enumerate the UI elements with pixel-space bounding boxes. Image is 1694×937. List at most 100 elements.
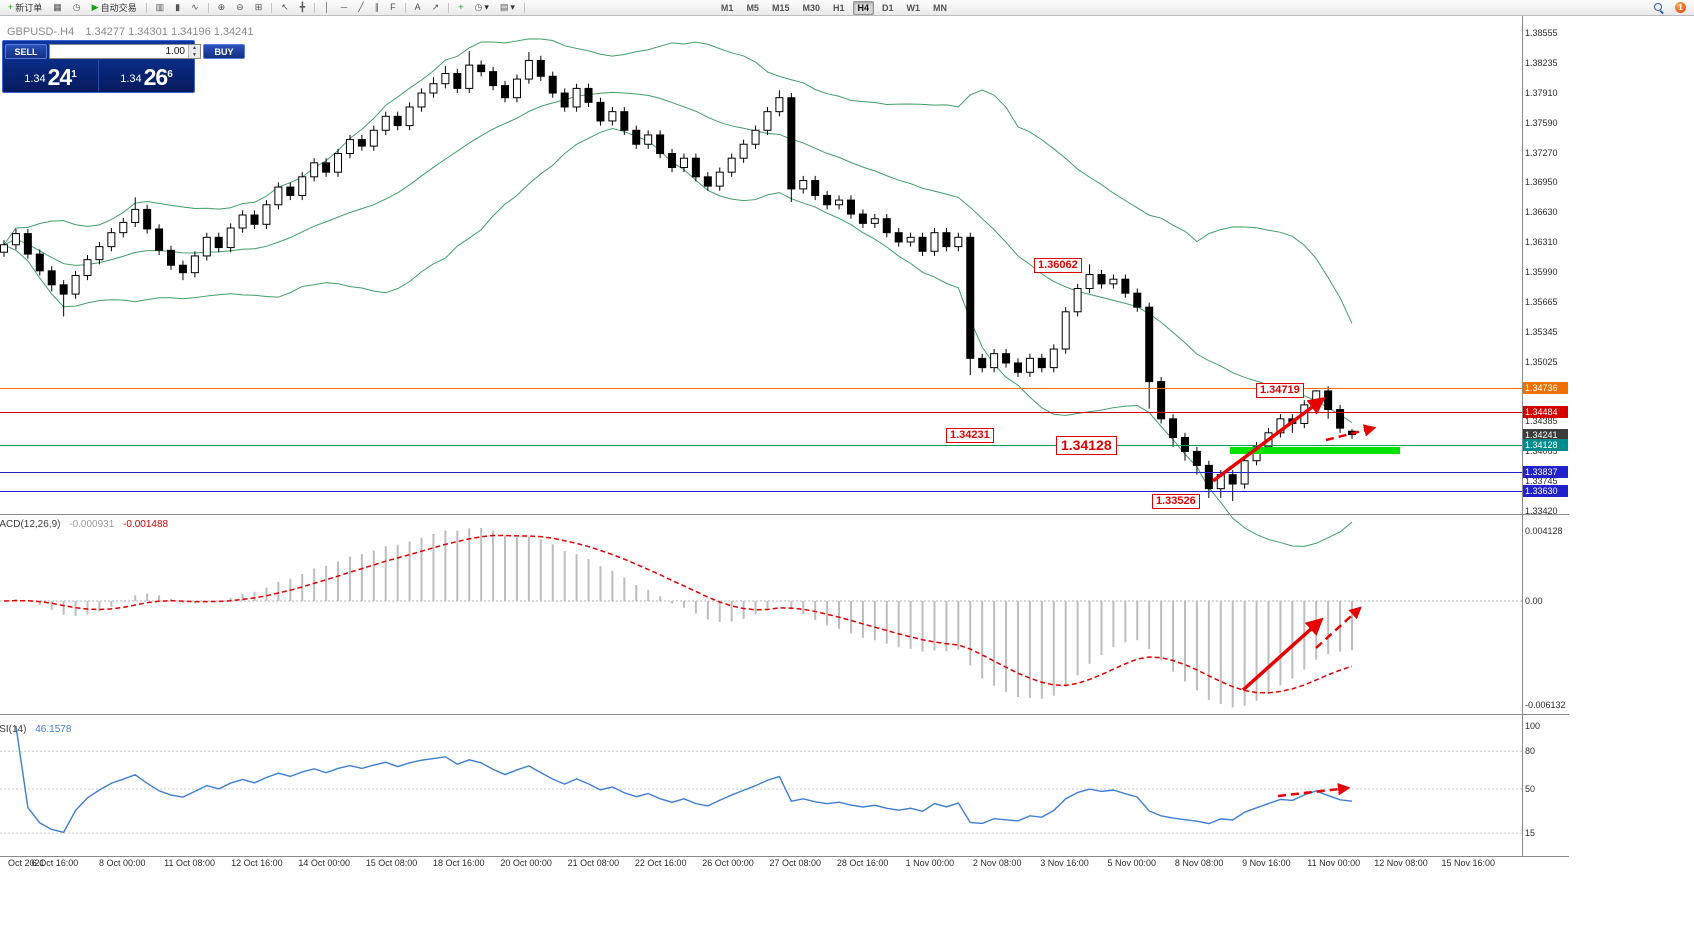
rsi-axis-label: 50 [1525,784,1536,794]
time-axis-label: 12 Oct 16:00 [231,858,283,868]
volume-up-button[interactable]: ▲ [189,45,200,52]
timeframe-mn-button[interactable]: MN [933,2,948,13]
search-button[interactable] [1650,1,1668,14]
templates-button-label: ▾ [510,2,515,12]
new-order-button[interactable]: + 新订单 [4,1,46,14]
price-axis-label: 1.35665 [1525,297,1558,308]
ask-price-big: 26 [143,64,169,90]
price-callout-label[interactable]: 1.34719 [1256,383,1304,398]
price-level-line[interactable] [0,472,1522,473]
trendline-button[interactable]: ╱ [354,1,367,14]
indicators-button-icon: + [458,2,464,12]
price-axis-tag: 1.34484 [1523,405,1568,418]
price-level-line[interactable] [0,491,1522,492]
arrow-objects-button[interactable]: ↗ [428,1,444,14]
toolbar-gap [529,7,714,8]
price-level-line[interactable] [0,412,1522,413]
price-callout-label[interactable]: 1.36062 [1034,258,1082,273]
timeframe-d1-button[interactable]: D1 [882,2,894,13]
time-axis-label: 8 Oct 00:00 [99,858,146,868]
volume-spinner: ▲ ▼ [188,45,200,58]
macd-main-value: -0.000931 [69,519,115,530]
crosshair-button[interactable]: ╋ [296,1,309,14]
price-callout-label[interactable]: 1.34231 [946,428,994,443]
macd-panel-splitter[interactable] [0,514,1569,515]
timeframe-h1-button[interactable]: H1 [832,2,845,13]
time-axis-label: 5 Nov 00:00 [1107,858,1157,868]
rsi-axis-label: 15 [1525,828,1536,839]
tile-windows-button[interactable]: ⊞ [251,1,267,14]
price-axis-label: 1.36630 [1525,207,1558,218]
time-axis-label: 28 Oct 16:00 [836,858,889,868]
text-label-button-icon: A [414,2,421,12]
price-axis-label: 1.37270 [1525,147,1558,158]
timeframe-w1-button[interactable]: W1 [906,2,921,13]
zoom-in-button[interactable]: ⊕ [214,1,230,14]
text-label-button[interactable]: A [411,1,425,14]
zoom-out-button[interactable]: ⊖ [232,1,248,14]
price-axis-label: 1.37910 [1525,88,1558,99]
ask-price[interactable]: 1.34 26 6 [98,60,194,91]
timeframe-m15-button[interactable]: M15 [771,2,790,13]
time-axis[interactable]: Oct 2021 6 Oct 16:00 8 Oct 00:00 11 Oct 08:… [0,857,1569,872]
timeframe-h4-button[interactable]: H4 [852,0,875,15]
main-chart-canvas[interactable] [0,16,1522,856]
bollinger-lower-band [3,128,1353,547]
toolbar-separator [523,2,525,13]
support-zone-bar[interactable] [1230,447,1400,454]
price-callout-label[interactable]: 1.33526 [1152,494,1200,509]
price-axis-label: 1.38235 [1525,57,1558,68]
bid-price-big: 24 [47,64,73,90]
bid-price[interactable]: 1.34 24 1 [3,60,98,91]
clock-button-icon: ◷ [72,2,81,12]
notifications-badge-icon: 1 [1675,2,1686,13]
timeframe-m30-button[interactable]: M30 [802,2,820,13]
bar-chart-button[interactable]: ▥ [152,1,169,14]
time-axis-separator [0,856,1569,857]
price-axis-tag: 1.34736 [1523,382,1568,395]
volume-down-button[interactable]: ▼ [189,51,200,58]
rsi-panel-splitter[interactable] [0,714,1569,715]
candlestick-chart-button[interactable]: ▮ [171,1,184,14]
search-icon [1654,2,1664,13]
indicators-button[interactable]: + [454,1,467,14]
volume-input[interactable] [50,45,188,58]
timeframe-m1-button[interactable]: M1 [720,2,734,13]
crosshair-button-icon: ╋ [299,2,306,12]
macd-signal-line [3,534,1353,694]
price-callout-label[interactable]: 1.34128 [1056,436,1117,455]
rsi-line [15,725,1353,834]
bollinger-upper-band [3,38,1353,324]
timeframe-m5-button[interactable]: M5 [746,2,759,13]
macd-axis-label: -0.006132 [1525,699,1566,710]
price-axis-label: 1.34385 [1525,416,1558,427]
price-axis-label: 1.35990 [1525,266,1558,277]
price-axis-label: 1.36950 [1525,177,1558,188]
templates-button[interactable]: ▤ ▾ [496,1,519,14]
macd-histogram [14,528,1353,708]
cursor-button-icon: ↖ [281,2,289,12]
sell-button[interactable]: SELL [5,44,47,59]
notifications-badge[interactable]: 1 [1671,1,1690,14]
channel-button[interactable]: ∥ [371,1,384,14]
toolbar-separator [314,2,316,13]
toolbar-separator [448,2,450,13]
price-axis[interactable]: 1.38555 1.38235 1.37910 1.37590 1.37270 1.369… [1523,16,1569,856]
clock-button[interactable]: ◷ [69,1,85,14]
time-axis-label: 3 Nov 16:00 [1040,858,1089,868]
periods-dropdown-button[interactable]: ◷ ▾ [470,1,492,14]
fibonacci-button[interactable]: F [386,1,400,14]
macd-name: MACD(12,26,9) [0,519,61,530]
vertical-line-button[interactable]: │ [320,1,334,14]
price-axis-tag: 1.34128 [1523,439,1568,452]
cursor-button[interactable]: ↖ [277,1,293,14]
autotrading-button[interactable]: ▶ 自动交易 [88,1,141,14]
price-level-line[interactable] [0,388,1522,389]
price-level-line[interactable] [0,445,1522,446]
time-axis-label: 11 Oct 08:00 [164,858,216,868]
buy-button[interactable]: BUY [203,44,245,59]
chart-window-button[interactable]: ▦ [49,1,66,14]
horizontal-line-button[interactable]: ─ [337,1,351,14]
bar-chart-button-icon: ▥ [155,2,165,12]
line-chart-button[interactable]: ∿ [187,1,203,14]
